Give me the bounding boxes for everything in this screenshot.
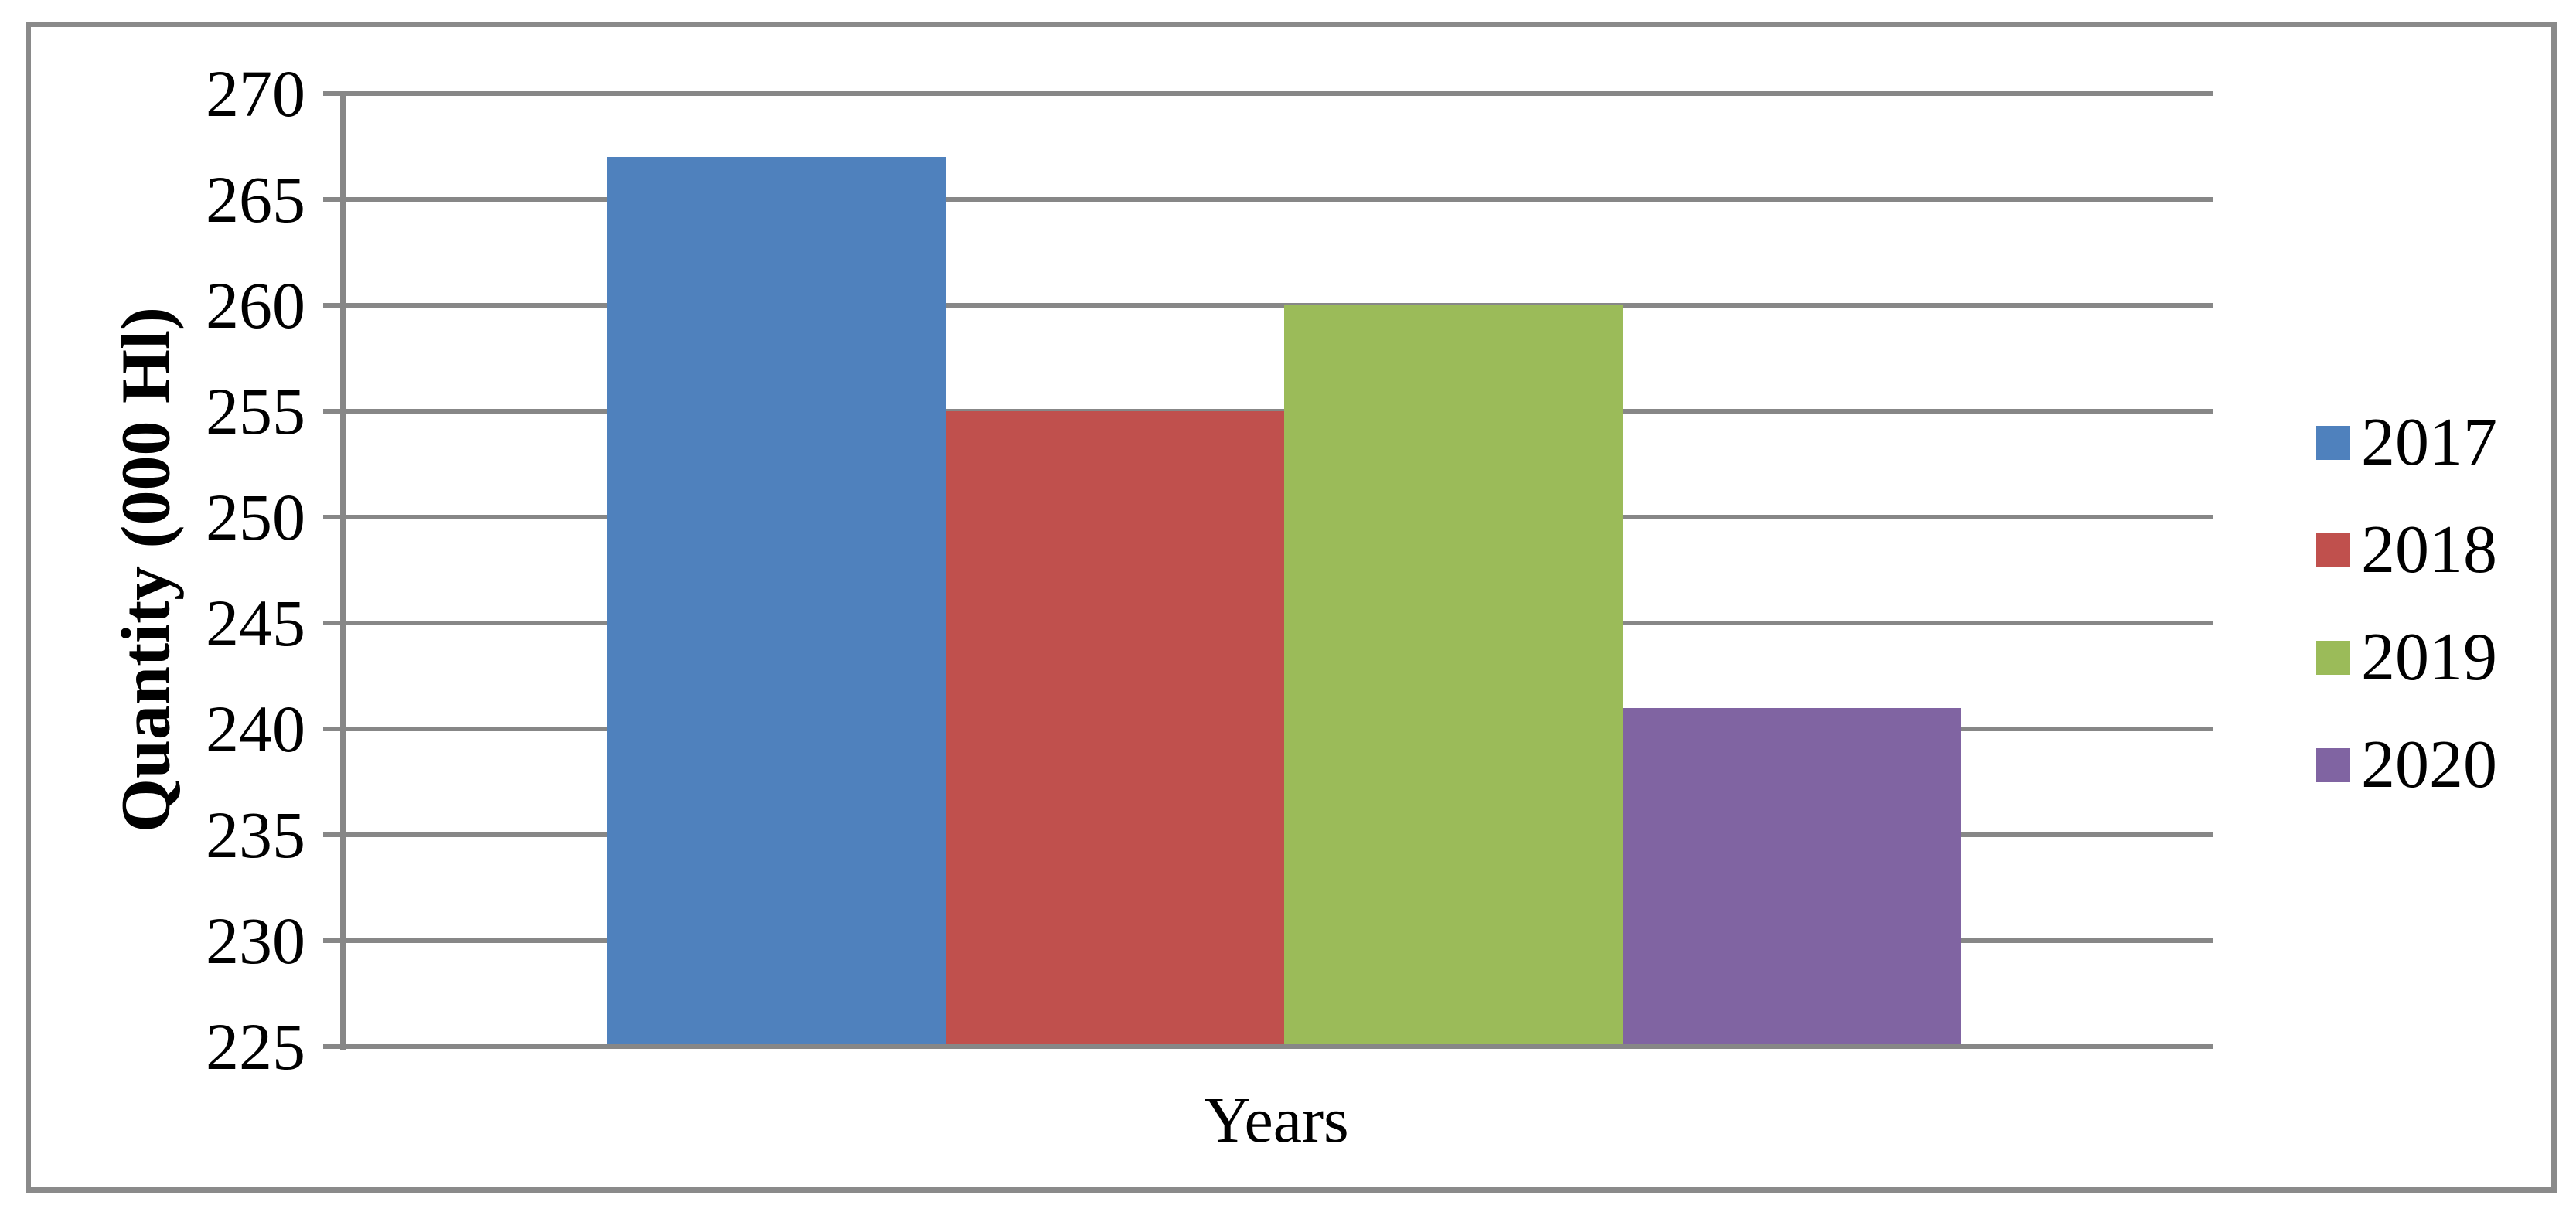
bar-2020: [1623, 707, 1961, 1044]
legend-item-2020: 2020: [2316, 725, 2497, 805]
gridline-270: [323, 91, 2213, 96]
legend-swatch-2018: [2316, 533, 2350, 567]
y-axis-title: Quantity (000 Hl): [107, 307, 185, 833]
gridline-225: [323, 1044, 2213, 1049]
y-tick-label-225: 225: [206, 1009, 305, 1084]
legend-label-2019: 2019: [2361, 620, 2497, 695]
y-tick-label-240: 240: [206, 692, 305, 766]
legend-item-2017: 2017: [2316, 403, 2497, 483]
legend-label-2020: 2020: [2361, 727, 2497, 802]
bar-2017: [607, 157, 946, 1044]
y-tick-label-260: 260: [206, 268, 305, 342]
y-tick-label-250: 250: [206, 480, 305, 554]
legend-label-2018: 2018: [2361, 512, 2497, 587]
legend-item-2018: 2018: [2316, 510, 2497, 591]
bar-2019: [1284, 305, 1623, 1044]
y-tick-label-265: 265: [206, 162, 305, 237]
y-tick-label-235: 235: [206, 798, 305, 872]
legend-item-2019: 2019: [2316, 618, 2497, 698]
x-axis-title: Years: [1204, 1084, 1349, 1156]
legend-swatch-2019: [2316, 641, 2350, 675]
legend-swatch-2020: [2316, 748, 2350, 782]
y-tick-label-255: 255: [206, 374, 305, 448]
gridline-260: [323, 303, 2213, 308]
y-tick-label-270: 270: [206, 56, 305, 131]
legend-label-2017: 2017: [2361, 405, 2497, 480]
y-tick-label-245: 245: [206, 586, 305, 660]
bar-2018: [946, 411, 1284, 1044]
y-tick-label-230: 230: [206, 904, 305, 978]
gridline-265: [323, 197, 2213, 202]
y-axis-line: [340, 91, 346, 1050]
legend-swatch-2017: [2316, 426, 2350, 460]
